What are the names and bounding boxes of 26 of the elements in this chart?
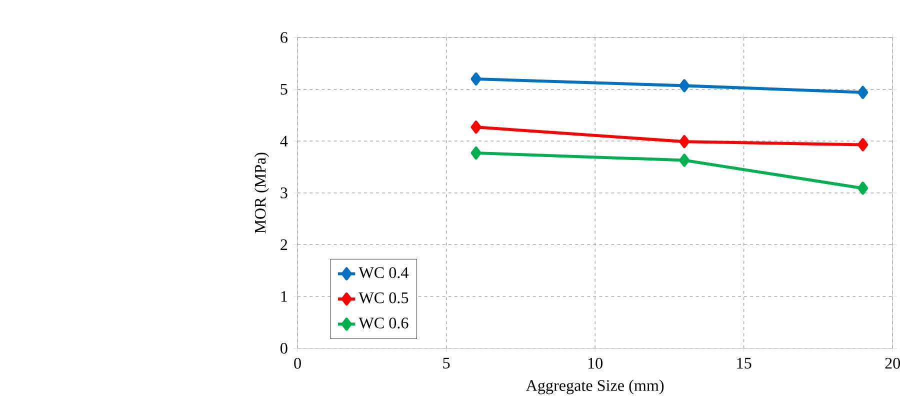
- point: [858, 182, 868, 195]
- y-tick-label: 3: [280, 188, 288, 198]
- point: [470, 146, 482, 160]
- y-tick-label: 5: [280, 84, 288, 95]
- x-tick-label: 5: [443, 358, 450, 369]
- legend-label: WC 0.6: [358, 318, 408, 329]
- y-tick-label: 0: [280, 343, 288, 354]
- y-tick-label: 4: [280, 136, 288, 147]
- point: [679, 135, 690, 148]
- y-tick-label: 2: [280, 240, 288, 250]
- y-axis-title: MOR (MPa): [254, 152, 269, 234]
- x-tick-label: 15: [737, 358, 752, 369]
- point: [858, 86, 868, 100]
- y-tick-label: 6: [280, 32, 288, 44]
- point: [679, 79, 690, 92]
- x-tick-label: 20: [885, 358, 900, 369]
- point: [679, 154, 690, 167]
- point: [858, 138, 868, 152]
- x-tick-label: 0: [294, 358, 301, 369]
- x-tick-label: 10: [588, 358, 602, 369]
- point: [470, 120, 482, 134]
- x-axis-title: Aggregate Size (mm): [526, 380, 664, 394]
- legend-label: WC 0.5: [358, 292, 408, 304]
- legend-label: WC 0.4: [358, 267, 408, 278]
- point: [470, 72, 482, 86]
- y-tick-label: 1: [281, 291, 287, 302]
